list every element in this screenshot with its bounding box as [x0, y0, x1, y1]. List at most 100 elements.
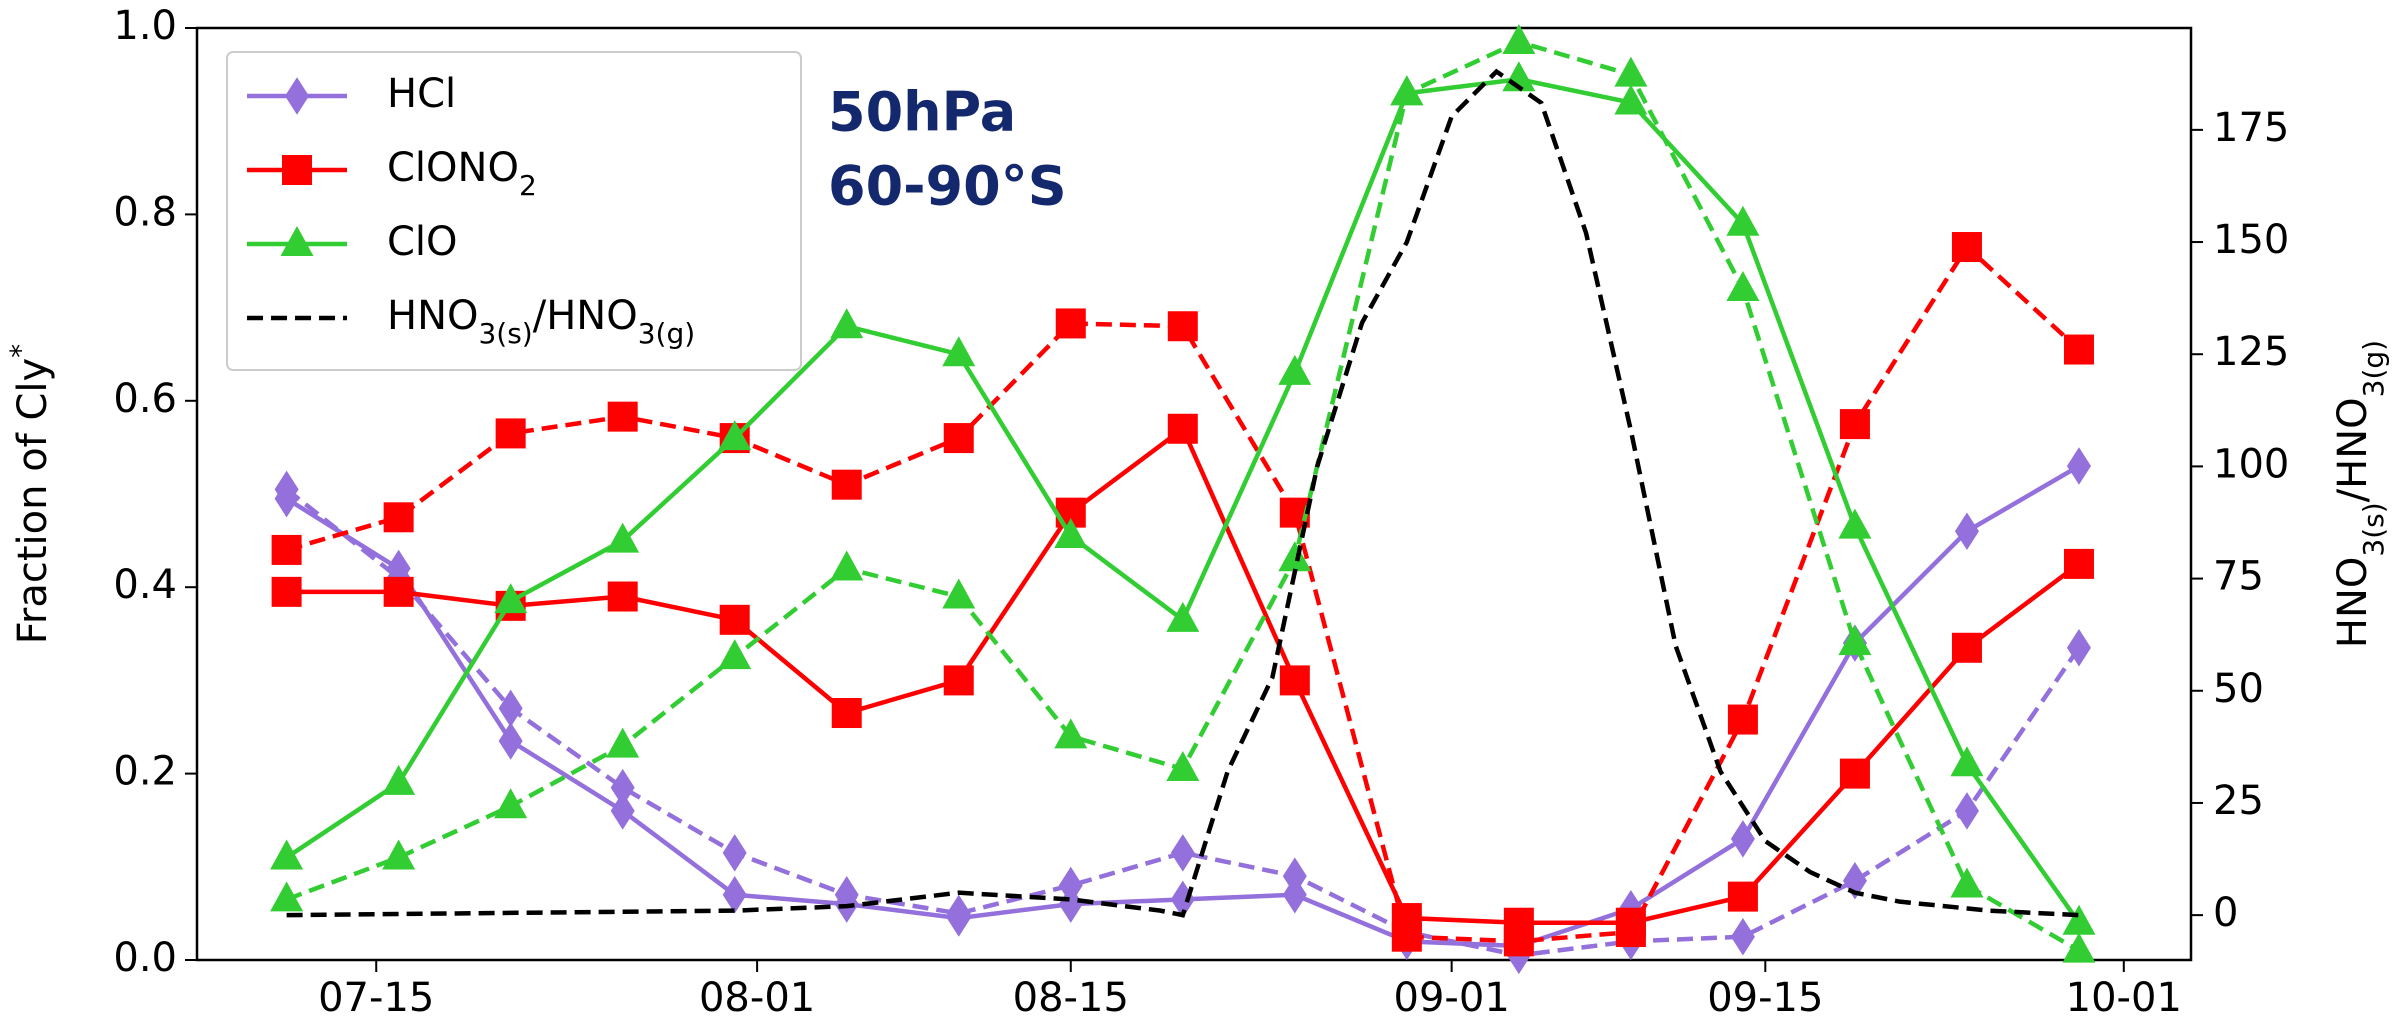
legend-box [226, 51, 802, 371]
marker [1615, 917, 1646, 948]
marker [1391, 921, 1422, 952]
marker [831, 698, 862, 729]
marker [1166, 750, 1200, 781]
marker [1167, 413, 1198, 444]
y-axis-label: Fraction of Cly* [4, 344, 57, 644]
marker [1727, 704, 1758, 735]
plot-frame [195, 26, 2193, 962]
legend-label: HCl [387, 71, 456, 117]
legend: HCl ClONO2 ClO HNO3(s)/HNO3(g) [226, 51, 802, 371]
y2-tick-label: 25 [2213, 778, 2264, 824]
marker [282, 155, 312, 185]
marker [1054, 517, 1088, 548]
marker [1951, 632, 1982, 663]
marker [1954, 512, 1979, 551]
marker [383, 576, 414, 607]
marker [943, 423, 974, 454]
marker [1730, 917, 1755, 956]
marker [270, 881, 304, 912]
marker [1954, 792, 1979, 830]
marker [1058, 866, 1083, 905]
marker [285, 77, 309, 115]
marker [718, 420, 752, 451]
x-tick-label: 08-15 [1013, 975, 1129, 1021]
marker [382, 764, 416, 795]
marker [1614, 56, 1648, 87]
marker [2062, 932, 2096, 963]
y2-tick-label: 150 [2213, 217, 2289, 263]
x-tick-label: 10-01 [2066, 975, 2182, 1021]
marker [1054, 718, 1088, 749]
marker [942, 336, 976, 367]
marker [2062, 904, 2096, 935]
marker [946, 894, 971, 933]
x-tick-label: 09-01 [1394, 975, 1510, 1021]
dashed-line [286, 68, 2080, 918]
marker [1279, 665, 1310, 696]
marker [1170, 834, 1195, 872]
x-tick-label: 09-15 [1707, 975, 1823, 1021]
marker [1730, 820, 1755, 858]
marker [606, 522, 640, 553]
legend-label: ClO [387, 219, 458, 265]
y2-axis-label: HNO3(s)/HNO3(g) [2330, 340, 2390, 648]
marker [498, 722, 523, 760]
marker [271, 576, 302, 607]
annotation: 50hPa [828, 81, 1016, 144]
marker [382, 839, 416, 870]
marker [494, 788, 528, 819]
marker [1167, 311, 1198, 342]
marker [1838, 625, 1872, 656]
marker [498, 689, 523, 728]
y2-tick-label: 125 [2213, 329, 2289, 375]
marker [830, 308, 864, 339]
marker [1278, 541, 1312, 572]
marker [1055, 308, 1086, 339]
marker [722, 834, 747, 872]
y-tick-label: 0.0 [113, 935, 177, 981]
marker [1726, 270, 1760, 301]
y-tick-label: 0.6 [113, 376, 177, 422]
y2-tick-label: 0 [2213, 890, 2238, 936]
marker [831, 469, 862, 500]
legend-label: HNO3(s)/HNO3(g) [387, 293, 695, 350]
marker [383, 502, 414, 533]
marker [722, 876, 747, 914]
marker [271, 534, 302, 565]
y2-tick-label: 75 [2213, 554, 2264, 600]
marker [719, 604, 750, 635]
marker [274, 470, 299, 509]
marker [1839, 758, 1870, 789]
x-tick-label: 07-15 [318, 975, 434, 1021]
marker [280, 226, 314, 256]
marker [1950, 746, 1984, 777]
marker [1838, 508, 1872, 539]
marker [607, 581, 638, 612]
marker [1166, 601, 1200, 632]
marker [1727, 881, 1758, 912]
marker [1951, 232, 1982, 263]
marker [610, 792, 635, 830]
y-tick-label: 1.0 [113, 3, 177, 49]
y2-tick-label: 50 [2213, 666, 2264, 712]
marker [1839, 409, 1870, 440]
y-tick-label: 0.4 [113, 562, 177, 608]
marker [2066, 629, 2091, 667]
y-tick-label: 0.8 [113, 189, 177, 235]
marker [2066, 447, 2091, 485]
marker [607, 401, 638, 432]
x-tick-label: 08-01 [699, 975, 815, 1021]
marker [1390, 75, 1424, 106]
marker [1502, 23, 1536, 54]
marker [606, 727, 640, 758]
legend-label: ClONO2 [387, 145, 537, 202]
marker [1726, 205, 1760, 236]
marker [1614, 84, 1648, 115]
marker [1503, 926, 1534, 957]
marker [270, 839, 304, 870]
annotation: 60-90°S [828, 155, 1067, 218]
marker [494, 583, 528, 614]
marker [830, 550, 864, 581]
y2-tick-label: 100 [2213, 441, 2289, 487]
